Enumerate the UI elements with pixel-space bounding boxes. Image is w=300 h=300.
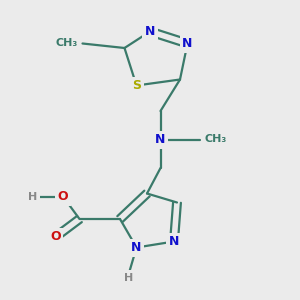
Text: S: S <box>132 79 141 92</box>
Text: H: H <box>28 191 38 202</box>
Text: H: H <box>124 273 134 283</box>
Text: N: N <box>145 25 155 38</box>
Text: CH₃: CH₃ <box>204 134 226 145</box>
Text: N: N <box>131 241 142 254</box>
Text: N: N <box>182 37 193 50</box>
Text: N: N <box>169 235 179 248</box>
Text: O: O <box>50 230 61 244</box>
Text: O: O <box>58 190 68 203</box>
Text: N: N <box>155 133 166 146</box>
Text: CH₃: CH₃ <box>56 38 78 49</box>
